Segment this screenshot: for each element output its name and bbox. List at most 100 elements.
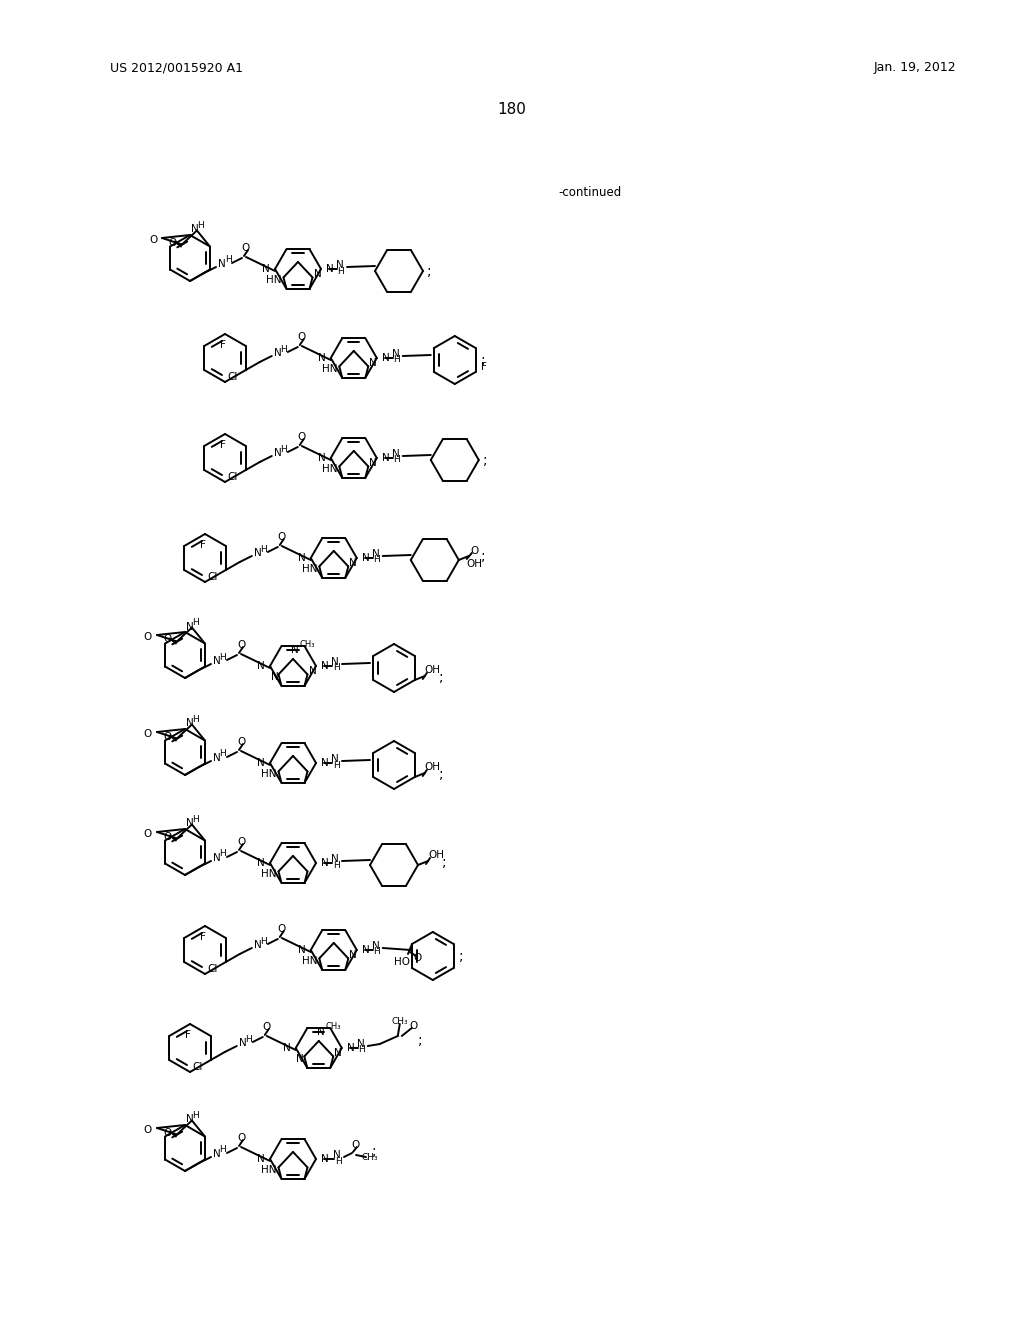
Text: ;: ;: [438, 767, 443, 781]
Text: F: F: [220, 440, 226, 450]
Text: Jan. 19, 2012: Jan. 19, 2012: [874, 62, 956, 74]
Text: O: O: [164, 1127, 172, 1138]
Text: N: N: [257, 758, 265, 768]
Text: H: H: [193, 618, 200, 627]
Text: O: O: [164, 731, 172, 742]
Text: HN: HN: [261, 1166, 276, 1175]
Text: N: N: [213, 752, 221, 763]
Text: O: O: [148, 235, 157, 246]
Text: N: N: [186, 622, 194, 631]
Text: H: H: [281, 445, 287, 454]
Text: ;: ;: [459, 949, 463, 964]
Text: N: N: [335, 1048, 342, 1059]
Text: N: N: [382, 453, 390, 463]
Text: O: O: [278, 924, 286, 935]
Text: ;: ;: [480, 352, 485, 367]
Text: N: N: [326, 264, 334, 275]
Text: H: H: [281, 345, 287, 354]
Text: Cl: Cl: [193, 1063, 203, 1072]
Text: N: N: [347, 1043, 354, 1053]
Text: N: N: [316, 1027, 325, 1038]
Text: O: O: [352, 1140, 360, 1150]
Text: O: O: [298, 432, 306, 442]
Text: O: O: [164, 832, 172, 842]
Text: N: N: [349, 950, 357, 961]
Text: 180: 180: [498, 103, 526, 117]
Text: O: O: [144, 632, 153, 642]
Text: N: N: [257, 1154, 265, 1164]
Text: N: N: [257, 858, 265, 869]
Text: N: N: [313, 269, 322, 280]
Text: H: H: [393, 355, 400, 364]
Text: ;: ;: [482, 453, 487, 467]
Text: N: N: [273, 447, 282, 458]
Text: N: N: [239, 1038, 247, 1048]
Text: H: H: [338, 267, 344, 276]
Text: H: H: [260, 936, 267, 945]
Text: O: O: [237, 1133, 245, 1143]
Text: H: H: [224, 256, 231, 264]
Text: F: F: [185, 1030, 190, 1040]
Text: O: O: [144, 1125, 153, 1135]
Text: H: H: [333, 861, 339, 870]
Text: Cl: Cl: [227, 473, 239, 482]
Text: N: N: [218, 259, 226, 269]
Text: OH: OH: [425, 665, 440, 675]
Text: N: N: [322, 858, 329, 869]
Text: N: N: [283, 1043, 291, 1053]
Text: H: H: [393, 455, 400, 465]
Text: N: N: [186, 818, 194, 829]
Text: ;: ;: [441, 855, 446, 869]
Text: N: N: [370, 359, 377, 368]
Text: H: H: [193, 1111, 200, 1119]
Text: H: H: [219, 652, 226, 661]
Text: N: N: [213, 1148, 221, 1159]
Text: HN: HN: [301, 956, 317, 966]
Text: N: N: [254, 940, 262, 950]
Text: N: N: [331, 754, 339, 764]
Text: N: N: [186, 718, 194, 729]
Text: N: N: [317, 352, 326, 363]
Text: F: F: [200, 540, 206, 550]
Text: N: N: [322, 758, 329, 768]
Text: ;: ;: [427, 264, 431, 279]
Text: N: N: [322, 1154, 329, 1164]
Text: N: N: [262, 264, 270, 275]
Text: OH: OH: [467, 558, 482, 569]
Text: N: N: [291, 645, 299, 655]
Text: N: N: [308, 667, 316, 676]
Text: H: H: [333, 760, 339, 770]
Text: N: N: [392, 449, 399, 459]
Text: N: N: [333, 1150, 341, 1160]
Text: H: H: [219, 750, 226, 759]
Text: N: N: [331, 854, 339, 865]
Text: N: N: [298, 553, 305, 564]
Text: N: N: [270, 672, 279, 682]
Text: H: H: [335, 1156, 341, 1166]
Text: N: N: [349, 558, 357, 569]
Text: O: O: [414, 953, 422, 964]
Text: N: N: [382, 352, 390, 363]
Text: N: N: [357, 1039, 365, 1049]
Text: O: O: [263, 1022, 271, 1032]
Text: N: N: [296, 1053, 304, 1064]
Text: H: H: [219, 1146, 226, 1155]
Text: O: O: [237, 837, 245, 847]
Text: O: O: [410, 1020, 418, 1031]
Text: ;: ;: [438, 671, 443, 684]
Text: O: O: [298, 333, 306, 342]
Text: N: N: [361, 945, 370, 954]
Text: N: N: [213, 656, 221, 667]
Text: N: N: [331, 657, 339, 667]
Text: HN: HN: [322, 364, 337, 374]
Text: N: N: [273, 348, 282, 358]
Text: H: H: [219, 850, 226, 858]
Text: OH: OH: [425, 762, 440, 772]
Text: H: H: [333, 664, 339, 672]
Text: O: O: [144, 829, 153, 840]
Text: H: H: [260, 544, 267, 553]
Text: N: N: [191, 224, 199, 235]
Text: H: H: [358, 1045, 366, 1055]
Text: N: N: [372, 941, 380, 950]
Text: -continued: -continued: [558, 186, 622, 199]
